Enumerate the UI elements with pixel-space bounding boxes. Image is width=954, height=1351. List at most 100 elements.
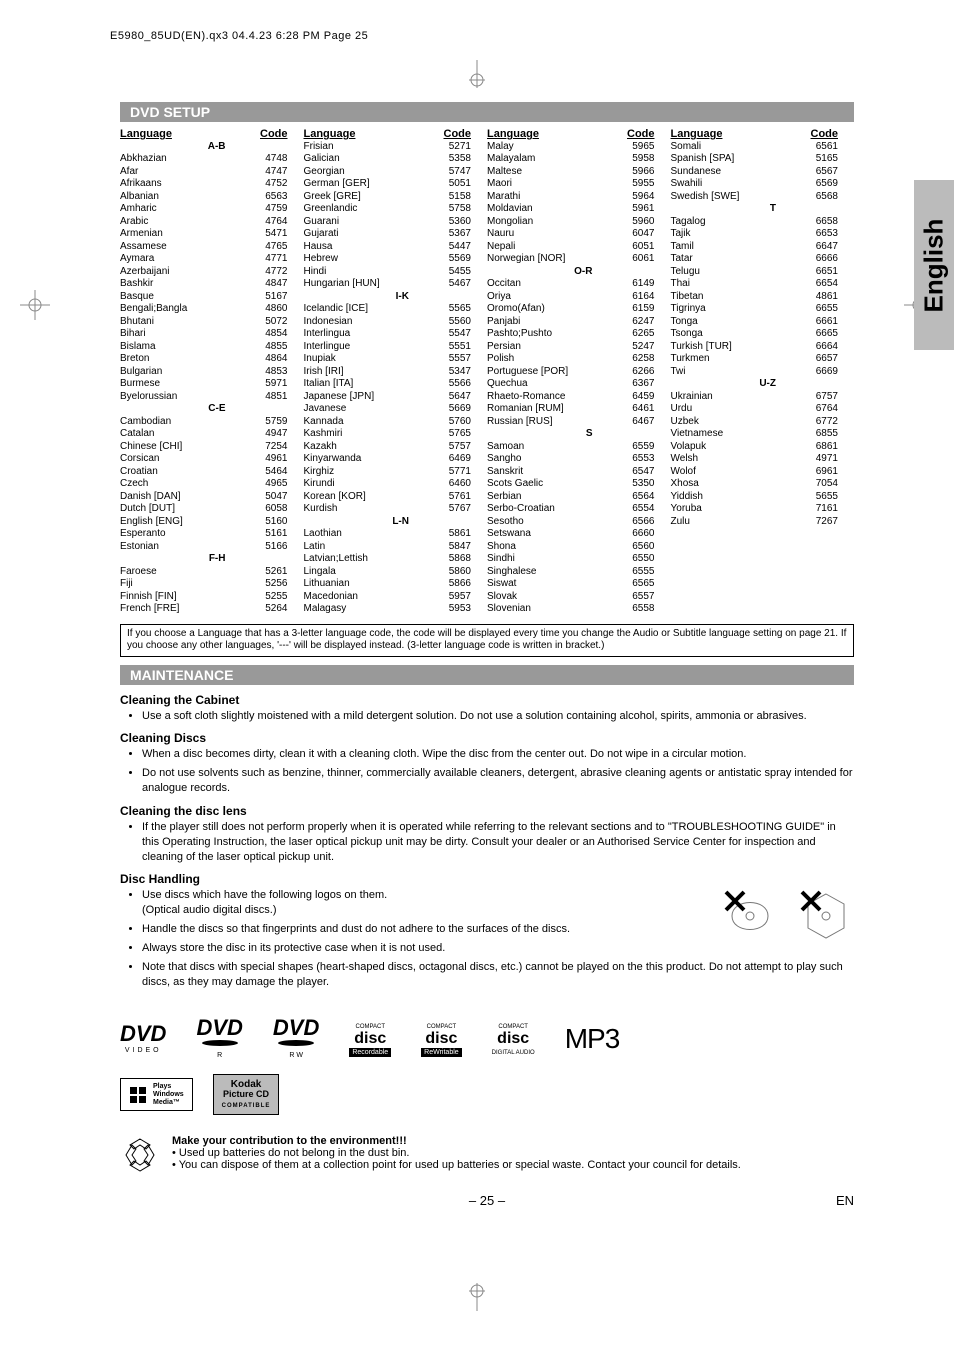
language-code: 6554 [613,503,655,516]
language-name: Georgian [304,166,430,179]
language-code [246,553,288,566]
language-code: 6265 [613,328,655,341]
language-code: 4855 [246,341,288,354]
language-name: Arabic [120,216,246,229]
language-name: Interlingua [304,328,430,341]
language-name: English [ENG] [120,516,246,529]
language-name: Somali [671,141,797,154]
language-code: 6550 [613,553,655,566]
language-name: Bengali;Bangla [120,303,246,316]
logo-mp3: MP3 [565,1025,620,1053]
language-name: Croatian [120,466,246,479]
language-name: S [487,428,613,441]
language-code: 4765 [246,241,288,254]
language-code: 6566 [613,516,655,529]
language-name: Albanian [120,191,246,204]
language-name: Amharic [120,203,246,216]
language-name: Maltese [487,166,613,179]
language-name: Corsican [120,453,246,466]
language-name: Hebrew [304,253,430,266]
logo-dvd-rw: DVDR W [273,1017,319,1060]
language-name: Bulgarian [120,366,246,379]
language-code: 5264 [246,603,288,616]
language-code: 6567 [796,166,838,179]
language-name: Latin [304,541,430,554]
language-name: Assamese [120,241,246,254]
language-code: 6757 [796,391,838,404]
language-name: Ukrainian [671,391,797,404]
language-code: 4772 [246,266,288,279]
language-name: Russian [RUS] [487,416,613,429]
language-code: 6654 [796,278,838,291]
language-code: 4965 [246,478,288,491]
language-code: 6547 [613,466,655,479]
language-name: Galician [304,153,430,166]
language-code: 4851 [246,391,288,404]
language-code: 5760 [429,416,471,429]
language-name: Samoan [487,441,613,454]
language-name: Xhosa [671,478,797,491]
language-name: Bhutani [120,316,246,329]
language-code: 5256 [246,578,288,591]
language-name: C-E [120,403,246,416]
language-name: Turkish [TUR] [671,341,797,354]
language-name: Nepali [487,241,613,254]
language-name: Tigrinya [671,303,797,316]
language-code: 6666 [796,253,838,266]
language-name: Sindhi [487,553,613,566]
language-name: O-R [487,266,613,279]
language-name: Oriya [487,291,613,304]
language-name: Fiji [120,578,246,591]
language-code: 6564 [613,491,655,504]
language-code [429,516,471,529]
language-code: 5347 [429,366,471,379]
language-code: 5051 [429,178,471,191]
language-code: 5955 [613,178,655,191]
language-code: 5565 [429,303,471,316]
language-name: Kinyarwanda [304,453,430,466]
language-code: 4854 [246,328,288,341]
language-code: 5765 [429,428,471,441]
language-name: Wolof [671,466,797,479]
language-code: 6563 [246,191,288,204]
language-code: 5669 [429,403,471,416]
language-name: Malay [487,141,613,154]
language-code: 5047 [246,491,288,504]
language-code: 5358 [429,153,471,166]
language-code: 7254 [246,441,288,454]
language-name: Mongolian [487,216,613,229]
language-name: Siswat [487,578,613,591]
language-name: Gujarati [304,228,430,241]
language-code: 6557 [613,591,655,604]
language-code: 5860 [429,566,471,579]
language-code [796,378,838,391]
language-code: 6558 [613,603,655,616]
language-name: I-K [304,291,430,304]
disc-logos-row: DVDVIDEO DVDR DVDR W COMPACTdiscRecordab… [120,1017,854,1060]
language-code: 6772 [796,416,838,429]
language-name: Swedish [SWE] [671,191,797,204]
language-name: Bashkir [120,278,246,291]
language-code: 6565 [613,578,655,591]
language-name: Sesotho [487,516,613,529]
language-code: 4971 [796,453,838,466]
language-name: Macedonian [304,591,430,604]
language-code: 5958 [613,153,655,166]
language-code: 5072 [246,316,288,329]
language-name: A-B [120,141,246,154]
language-name: Estonian [120,541,246,554]
language-name: Hindi [304,266,430,279]
language-name: Azerbaijani [120,266,246,279]
language-code: 5471 [246,228,288,241]
language-name: Hausa [304,241,430,254]
language-code: 5868 [429,553,471,566]
language-code: 4752 [246,178,288,191]
language-code: 7267 [796,516,838,529]
language-name: Sanskrit [487,466,613,479]
language-code: 5758 [429,203,471,216]
language-code: 6559 [613,441,655,454]
language-name: Faroese [120,566,246,579]
language-name: Javanese [304,403,430,416]
language-name: Malayalam [487,153,613,166]
language-name: Marathi [487,191,613,204]
